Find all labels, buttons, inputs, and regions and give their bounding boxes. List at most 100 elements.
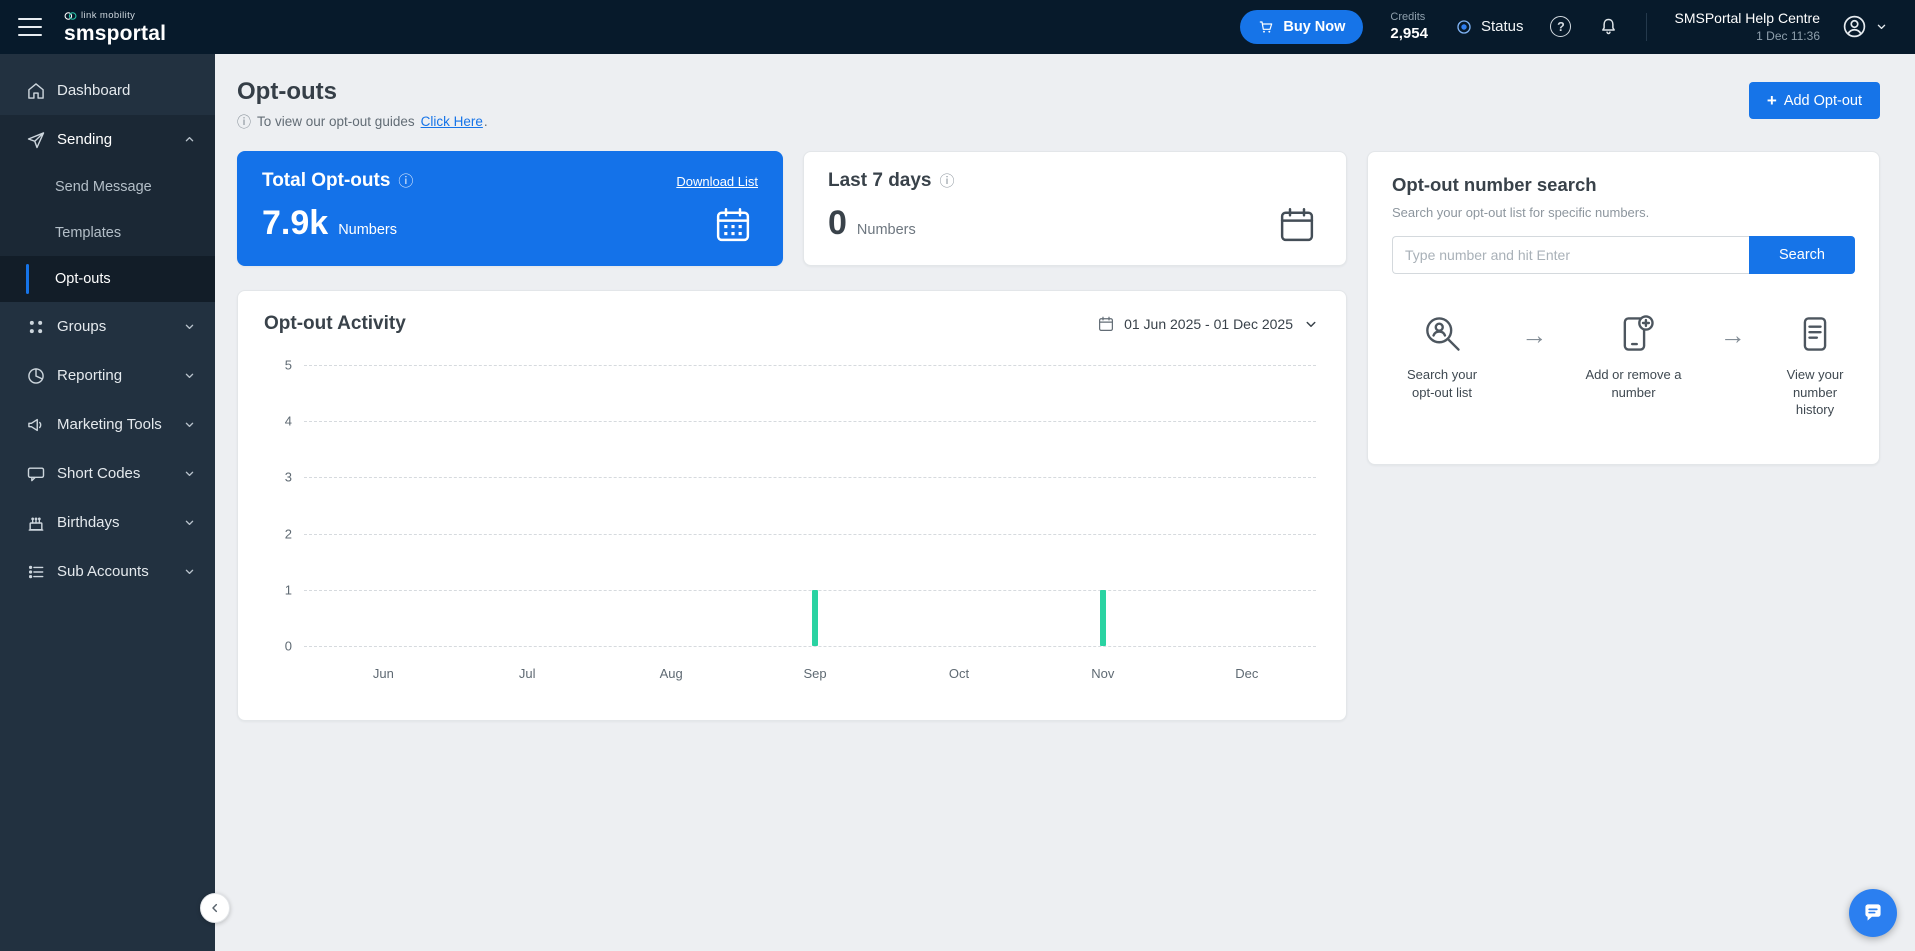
account-menu[interactable] bbox=[1841, 13, 1889, 40]
opt-out-search-steps: Search your opt-out list → Add or remove… bbox=[1392, 308, 1855, 419]
home-icon bbox=[26, 81, 46, 101]
date-range-text: 01 Jun 2025 - 01 Dec 2025 bbox=[1124, 316, 1293, 332]
guide-text: To view our opt-out guides bbox=[257, 114, 415, 129]
chevron-down-icon bbox=[182, 466, 197, 481]
sidebar-item-sending[interactable]: Sending bbox=[0, 115, 215, 164]
logo: link mobility smsportal bbox=[64, 11, 166, 44]
status-label: Status bbox=[1480, 18, 1524, 36]
chevron-down-icon bbox=[1302, 315, 1320, 333]
chevron-down-icon bbox=[1874, 19, 1889, 34]
status-link[interactable]: Status bbox=[1455, 18, 1524, 36]
cart-icon bbox=[1258, 19, 1274, 35]
sidebar-subitem-opt-outs[interactable]: Opt-outs bbox=[0, 256, 215, 302]
chart-gridline bbox=[304, 533, 1316, 535]
user-avatar-icon bbox=[1841, 13, 1868, 40]
sidebar-item-groups[interactable]: Groups bbox=[0, 302, 215, 351]
step-label: Search your opt-out list bbox=[1406, 367, 1478, 400]
help-icon[interactable]: ? bbox=[1550, 16, 1572, 38]
sidebar-subitem-label: Templates bbox=[55, 225, 122, 241]
chevron-up-icon bbox=[182, 132, 197, 147]
sidebar-item-label: Marketing Tools bbox=[57, 416, 162, 433]
chat-bubble-icon bbox=[26, 464, 46, 484]
groups-icon bbox=[26, 317, 46, 337]
sidebar-subitem-label: Send Message bbox=[55, 179, 152, 195]
cake-icon bbox=[26, 513, 46, 533]
chat-launcher-button[interactable] bbox=[1849, 889, 1897, 937]
status-dot-icon bbox=[1455, 18, 1473, 36]
info-icon: ⓘ bbox=[237, 113, 251, 130]
search-number-input[interactable] bbox=[1392, 236, 1749, 274]
main-content: Opt-outs ⓘ To view our opt-out guides Cl… bbox=[215, 54, 1915, 951]
notifications-bell-icon[interactable] bbox=[1598, 16, 1619, 37]
add-opt-out-label: Add Opt-out bbox=[1783, 92, 1862, 109]
last-7-days-card: Last 7 days ⓘ 0 Numbers bbox=[803, 151, 1347, 266]
chevron-down-icon bbox=[182, 319, 197, 334]
sidebar-item-sub-accounts[interactable]: Sub Accounts bbox=[0, 547, 215, 596]
arrow-right-icon: → bbox=[1719, 320, 1746, 350]
logo-title: smsportal bbox=[64, 21, 167, 45]
chart-bar bbox=[1099, 589, 1106, 646]
info-icon[interactable]: ⓘ bbox=[939, 172, 955, 190]
chart-xtick-label: Sep bbox=[803, 666, 827, 681]
sidebar-item-label: Sub Accounts bbox=[57, 563, 149, 580]
chevron-down-icon bbox=[182, 417, 197, 432]
sidebar-collapse-button[interactable] bbox=[200, 893, 230, 923]
hamburger-menu-icon[interactable] bbox=[18, 18, 42, 36]
step-add-remove: Add or remove a number bbox=[1581, 308, 1687, 419]
link-mobility-mark-icon bbox=[64, 11, 77, 21]
sidebar-item-reporting[interactable]: Reporting bbox=[0, 351, 215, 400]
chart-gridline bbox=[304, 477, 1316, 479]
step-label: View your number history bbox=[1786, 367, 1844, 418]
chart-gridline bbox=[304, 589, 1316, 591]
chart-plot: 0 1 2 3 4 5 bbox=[285, 358, 1316, 654]
step-number-history: View your number history bbox=[1779, 308, 1851, 419]
sidebar-subitem-label: Opt-outs bbox=[55, 271, 111, 287]
chart-ytick-label: 4 bbox=[284, 413, 292, 429]
guide-suffix: . bbox=[483, 114, 488, 129]
chart-gridline bbox=[304, 646, 1316, 647]
sidebar-item-birthdays[interactable]: Birthdays bbox=[0, 498, 215, 547]
chart-ytick-label: 2 bbox=[284, 526, 292, 542]
chart-xaxis: Jun Jul Aug Sep Oct Nov Dec bbox=[304, 658, 1316, 686]
info-icon[interactable]: ⓘ bbox=[398, 172, 414, 190]
plus-icon: + bbox=[1766, 90, 1777, 110]
account-datetime: 1 Dec 11:36 bbox=[1756, 29, 1820, 44]
sidebar-item-marketing-tools[interactable]: Marketing Tools bbox=[0, 400, 215, 449]
phone-add-icon bbox=[1612, 308, 1656, 356]
sidebar-item-label: Sending bbox=[57, 131, 113, 148]
chevron-down-icon bbox=[182, 515, 197, 530]
chart-gridline bbox=[304, 365, 1316, 366]
sidebar-subitem-send-message[interactable]: Send Message bbox=[0, 164, 215, 210]
calendar-icon bbox=[712, 204, 754, 246]
search-button[interactable]: Search bbox=[1749, 236, 1855, 274]
total-opt-outs-title: Total Opt-outs bbox=[262, 170, 391, 191]
sidebar-subitem-templates[interactable]: Templates bbox=[0, 210, 215, 256]
chart-ytick-label: 3 bbox=[284, 469, 292, 485]
chevron-down-icon bbox=[182, 564, 197, 579]
sidebar-item-short-codes[interactable]: Short Codes bbox=[0, 449, 215, 498]
chart-xtick-label: Aug bbox=[659, 666, 683, 681]
phone-history-icon bbox=[1793, 308, 1837, 356]
reporting-icon bbox=[26, 366, 46, 386]
download-list-link[interactable]: Download List bbox=[676, 173, 758, 189]
chart-ytick-label: 5 bbox=[284, 357, 292, 373]
sidebar: Dashboard Sending Send Message Templates… bbox=[0, 54, 215, 951]
sidebar-item-dashboard[interactable]: Dashboard bbox=[0, 66, 215, 115]
arrow-right-icon: → bbox=[1521, 320, 1548, 350]
credits-display: Credits 2,954 bbox=[1390, 11, 1428, 42]
sidebar-item-label: Groups bbox=[57, 318, 107, 335]
calendar-icon bbox=[1097, 315, 1115, 333]
sidebar-item-label: Short Codes bbox=[57, 465, 141, 482]
guide-click-here-link[interactable]: Click Here bbox=[420, 114, 483, 129]
chart-bar bbox=[812, 589, 819, 646]
buy-now-button[interactable]: Buy Now bbox=[1240, 9, 1364, 44]
date-range-picker[interactable]: 01 Jun 2025 - 01 Dec 2025 bbox=[1097, 315, 1320, 333]
search-person-icon bbox=[1420, 308, 1464, 356]
sidebar-item-label: Reporting bbox=[57, 367, 123, 384]
opt-out-activity-chart: 0 1 2 3 4 5 Jun Jul Aug Sep Oct Nov Dec bbox=[264, 358, 1320, 686]
chart-xtick-label: Oct bbox=[948, 666, 970, 681]
send-icon bbox=[26, 130, 46, 150]
add-opt-out-button[interactable]: + Add Opt-out bbox=[1748, 82, 1880, 119]
activity-title: Opt-out Activity bbox=[264, 313, 406, 334]
credits-value: 2,954 bbox=[1390, 24, 1428, 42]
